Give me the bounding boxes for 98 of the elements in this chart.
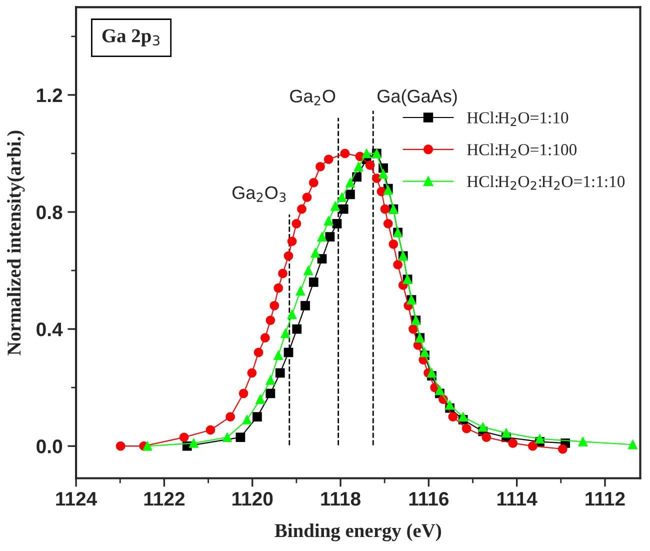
x-tick-label: 1122 xyxy=(144,492,185,506)
point xyxy=(300,300,310,310)
point xyxy=(528,441,538,451)
x-axis-title: Binding energy (eV) xyxy=(274,523,442,542)
point xyxy=(317,254,327,264)
ref-line-label: Ga(GaAs) xyxy=(378,89,457,106)
point xyxy=(296,286,306,296)
point xyxy=(266,388,276,398)
point xyxy=(297,204,306,214)
point xyxy=(206,425,216,435)
point xyxy=(338,204,348,214)
point xyxy=(352,172,362,182)
point xyxy=(310,248,320,258)
point xyxy=(346,190,355,200)
legend-label: HCl:H$_{2}$O=1:100 xyxy=(467,144,576,158)
point xyxy=(260,333,270,342)
point xyxy=(462,424,472,434)
point xyxy=(236,432,246,442)
point xyxy=(365,160,375,170)
point xyxy=(256,394,265,404)
point xyxy=(478,422,488,432)
point xyxy=(354,162,364,172)
point xyxy=(116,441,126,451)
point xyxy=(337,192,347,202)
point xyxy=(445,400,455,410)
point xyxy=(362,148,372,158)
point xyxy=(302,192,312,202)
point xyxy=(316,162,325,172)
point xyxy=(242,415,252,424)
point xyxy=(275,368,285,378)
point xyxy=(292,324,302,334)
point xyxy=(238,388,248,398)
point xyxy=(142,441,152,451)
legend-label: HCl:H$_{2}$O$_{2}$:H$_{2}$O=1:1:10 xyxy=(467,175,625,190)
point xyxy=(448,412,458,422)
point xyxy=(578,437,588,446)
point xyxy=(628,440,638,450)
point xyxy=(383,219,393,228)
text: Ga 2p$_{3}$ xyxy=(102,29,160,46)
point xyxy=(435,386,444,396)
point xyxy=(535,434,544,444)
legend-label: HCl:H$_{2}$O=1:10 xyxy=(467,112,568,126)
point xyxy=(408,324,418,334)
point xyxy=(189,438,198,448)
point xyxy=(270,300,280,310)
point xyxy=(420,348,430,358)
point xyxy=(372,174,382,184)
point xyxy=(330,201,340,211)
point xyxy=(332,219,342,228)
point xyxy=(427,368,436,378)
point xyxy=(179,432,189,442)
ref-line-label: Ga$_{2}$O xyxy=(290,90,336,106)
x-tick-label: 1118 xyxy=(321,492,360,506)
point xyxy=(324,154,334,164)
point xyxy=(254,348,264,358)
x-tick-label: 1116 xyxy=(409,492,449,506)
point xyxy=(274,283,284,293)
point xyxy=(380,204,390,214)
point xyxy=(388,239,398,249)
y-tick-label: 0.4 xyxy=(36,322,63,336)
point xyxy=(393,260,403,270)
point xyxy=(346,178,355,188)
point xyxy=(292,219,302,228)
point xyxy=(508,438,518,448)
ref-line-label: Ga$_{2}$O$_{3}$ xyxy=(232,186,286,202)
point xyxy=(324,216,334,226)
x-tick-label: 1112 xyxy=(586,492,625,506)
point xyxy=(222,432,232,442)
point xyxy=(278,268,288,278)
point xyxy=(274,350,284,360)
point xyxy=(252,412,262,422)
point xyxy=(287,310,297,320)
point xyxy=(284,251,294,261)
point xyxy=(308,278,318,287)
point xyxy=(284,348,294,358)
point xyxy=(340,148,350,158)
y-tick-label: 1.2 xyxy=(37,88,62,102)
y-tick-label: 0.0 xyxy=(36,440,62,454)
x-tick-label: 1120 xyxy=(232,492,273,506)
y-axis-title: Normalized intensity(arbi.) xyxy=(7,130,25,356)
point xyxy=(325,232,335,242)
point xyxy=(317,232,327,242)
x-tick-label: 1124 xyxy=(56,492,98,506)
point xyxy=(458,412,468,422)
point xyxy=(266,376,276,385)
point xyxy=(247,368,257,378)
point xyxy=(482,432,492,442)
point xyxy=(226,412,236,422)
point xyxy=(304,266,314,276)
point xyxy=(378,169,388,179)
y-tick-label: 0.8 xyxy=(36,205,62,220)
point xyxy=(280,328,290,338)
point xyxy=(266,316,276,325)
point xyxy=(308,178,318,188)
point xyxy=(558,444,568,454)
point xyxy=(502,428,511,438)
point xyxy=(287,236,297,246)
x-tick-label: 1114 xyxy=(498,492,538,506)
